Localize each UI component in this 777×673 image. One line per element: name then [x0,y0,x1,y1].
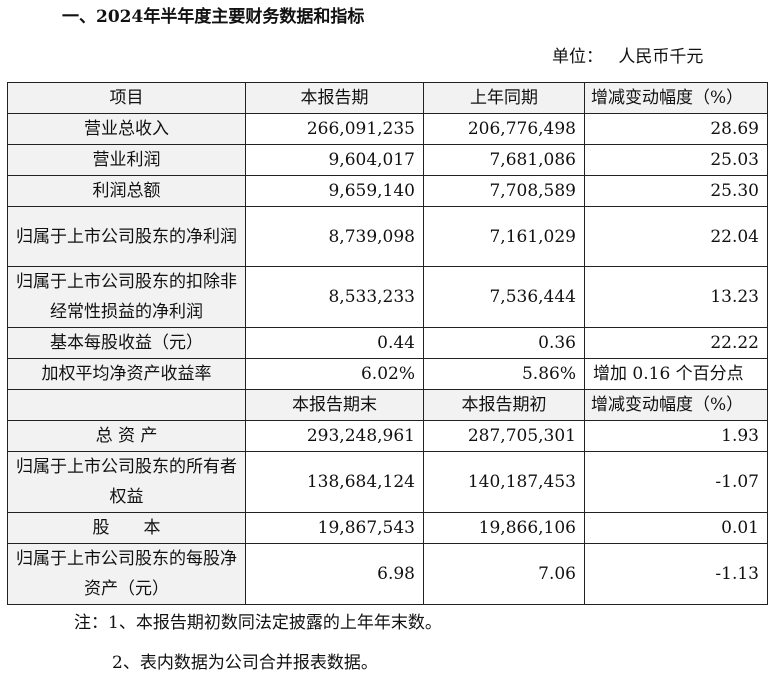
table-row: 归属于上市公司股东的净利润 8,739,098 7,161,029 22.04 [7,206,768,267]
cell-value: 8,739,098 [245,206,424,267]
cell-value: 9,604,017 [245,144,424,176]
column-header [7,389,246,421]
cell-value: 6.02% [245,358,424,390]
table-row: 加权平均净资产收益率 6.02% 5.86% 增加 0.16 个百分点 [7,358,768,390]
financial-table: 项目 本报告期 上年同期 增减变动幅度（%） 营业总收入 266,091,235 206,7… [7,82,768,605]
column-header: 本报告期 [245,82,424,114]
cell-value: 0.36 [423,327,585,359]
cell-value: 19,867,543 [245,512,424,544]
cell-value: 0.44 [245,327,424,359]
cell-value: 8,533,233 [245,266,424,328]
row-label: 归属于上市公司股东的每股净资产（元） [7,543,246,605]
column-header: 上年同期 [423,82,585,114]
cell-value: -1.13 [584,543,768,605]
cell-value: 7,161,029 [423,206,585,267]
row-label: 股 本 [7,512,246,544]
cell-value: 7,681,086 [423,144,585,176]
column-header: 本报告期初 [423,389,585,421]
cell-value: -1.07 [584,451,768,513]
column-header: 项目 [7,82,246,114]
row-label: 归属于上市公司股东的净利润 [7,206,246,267]
cell-value: 增加 0.16 个百分点 [584,358,768,390]
cell-value: 25.30 [584,175,768,207]
table-header-row: 项目 本报告期 上年同期 增减变动幅度（%） [7,82,768,114]
table-row: 营业利润 9,604,017 7,681,086 25.03 [7,144,768,176]
table-row: 营业总收入 266,091,235 206,776,498 28.69 [7,113,768,145]
cell-value: 0.01 [584,512,768,544]
table-row: 归属于上市公司股东的每股净资产（元） 6.98 7.06 -1.13 [7,543,768,605]
cell-value: 28.69 [584,113,768,145]
cell-value: 7,708,589 [423,175,585,207]
row-label: 归属于上市公司股东的所有者权益 [7,451,246,513]
table-row: 基本每股收益（元） 0.44 0.36 22.22 [7,327,768,359]
section-title: 一、2024年半年度主要财务数据和指标 [62,7,365,27]
note-2: 2、表内数据为公司合并报表数据。 [112,653,378,673]
table-row: 利润总额 9,659,140 7,708,589 25.30 [7,175,768,207]
row-label: 营业总收入 [7,113,246,145]
cell-value: 6.98 [245,543,424,605]
row-label: 基本每股收益（元） [7,327,246,359]
cell-value: 293,248,961 [245,420,424,452]
cell-value: 25.03 [584,144,768,176]
note-1: 注：1、本报告期初数同法定披露的上年年末数。 [74,613,442,633]
cell-value: 7.06 [423,543,585,605]
column-header: 本报告期末 [245,389,424,421]
row-label: 营业利润 [7,144,246,176]
table-row: 归属于上市公司股东的所有者权益 138,684,124 140,187,453 -1.… [7,451,768,513]
cell-value: 9,659,140 [245,175,424,207]
cell-value: 22.04 [584,206,768,267]
cell-value: 19,866,106 [423,512,585,544]
cell-value: 266,091,235 [245,113,424,145]
column-header: 增减变动幅度（%） [584,82,768,114]
column-header: 增减变动幅度（%） [584,389,768,421]
row-label: 总 资 产 [7,420,246,452]
table-header-row: 本报告期末 本报告期初 增减变动幅度（%） [7,389,768,421]
cell-value: 287,705,301 [423,420,585,452]
table-row: 股 本 19,867,543 19,866,106 0.01 [7,512,768,544]
unit-label: 单位： 人民币千元 [552,47,704,67]
row-label: 归属于上市公司股东的扣除非经常性损益的净利润 [7,266,246,328]
cell-value: 1.93 [584,420,768,452]
cell-value: 140,187,453 [423,451,585,513]
cell-value: 138,684,124 [245,451,424,513]
cell-value: 5.86% [423,358,585,390]
table-row: 归属于上市公司股东的扣除非经常性损益的净利润 8,533,233 7,536,444… [7,266,768,328]
cell-value: 206,776,498 [423,113,585,145]
cell-value: 13.23 [584,266,768,328]
cell-value: 7,536,444 [423,266,585,328]
row-label: 加权平均净资产收益率 [7,358,246,390]
cell-value: 22.22 [584,327,768,359]
table-row: 总 资 产 293,248,961 287,705,301 1.93 [7,420,768,452]
row-label: 利润总额 [7,175,246,207]
